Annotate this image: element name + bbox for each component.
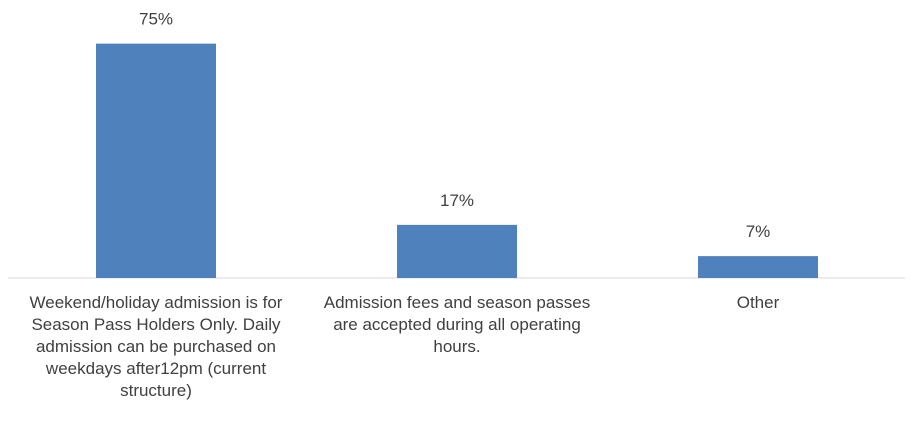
bar-all-hours — [397, 224, 517, 278]
data-label-other: 7% — [746, 222, 771, 241]
bar-other — [698, 256, 818, 278]
category-label-all-hours: Admission fees and season passes are acc… — [323, 293, 591, 356]
data-label-weekend-holiday: 75% — [139, 10, 173, 29]
category-label-weekend-holiday: Weekend/holiday admission is for Season … — [29, 293, 283, 400]
category-label-other: Other — [736, 293, 780, 312]
data-label-all-hours: 17% — [440, 191, 474, 210]
bar-weekend-holiday — [96, 43, 216, 278]
